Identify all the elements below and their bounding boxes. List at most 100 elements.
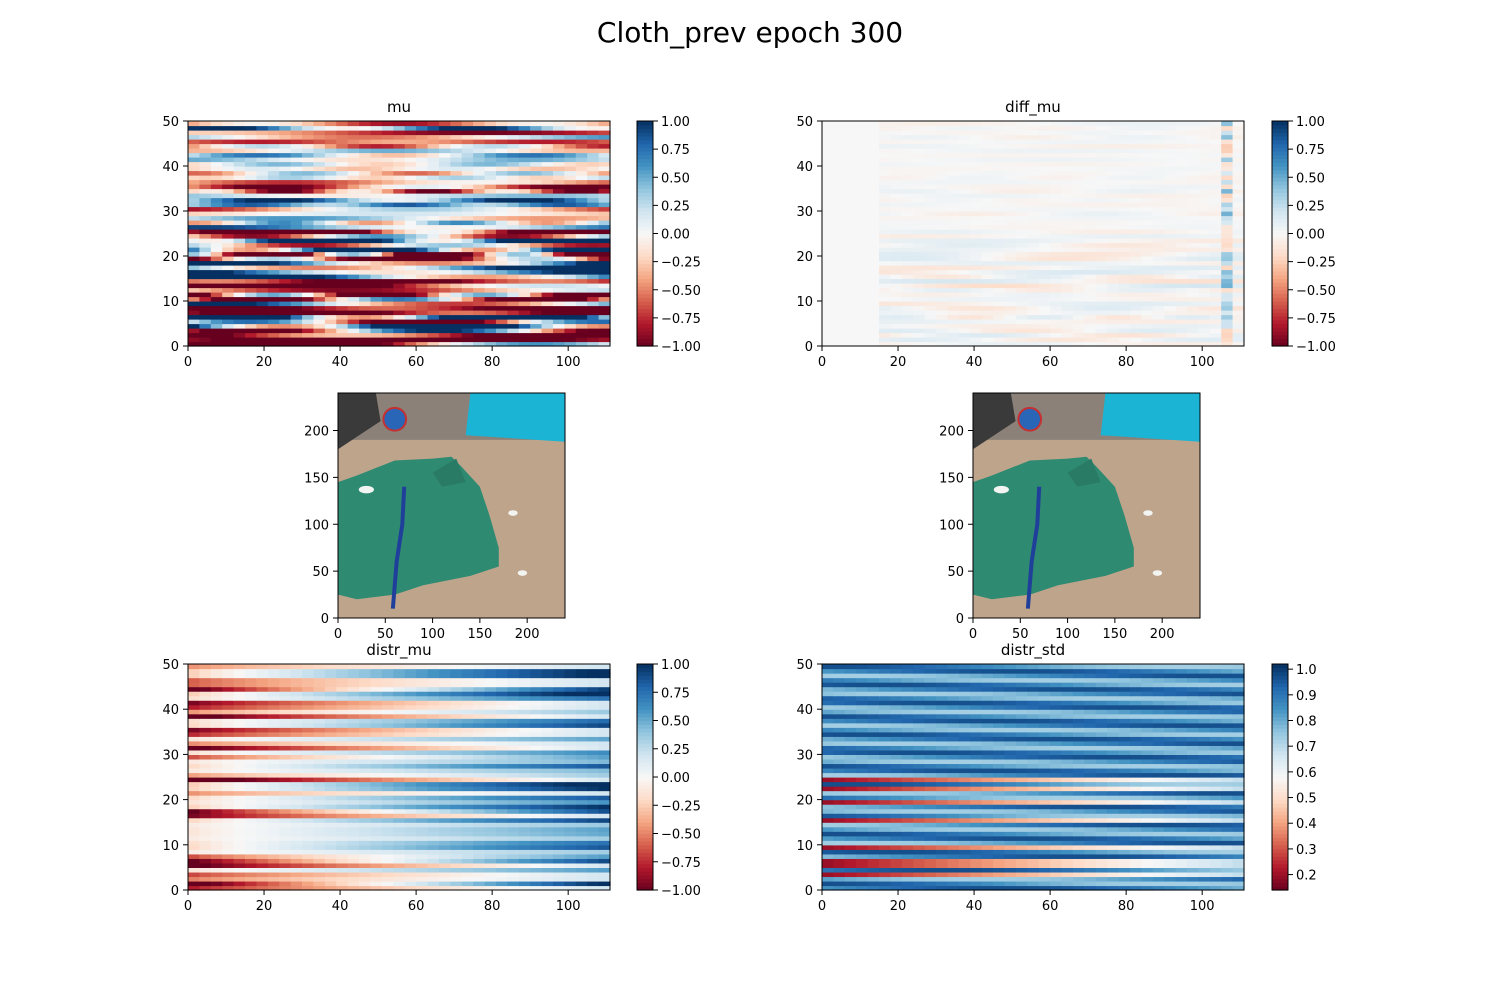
heatmap-cell xyxy=(1232,283,1245,289)
colorbar-tick-label: 0.50 xyxy=(661,171,690,186)
heatmap-cell xyxy=(416,341,429,347)
heatmap-cell xyxy=(370,202,383,208)
heatmap-cell xyxy=(530,179,543,185)
heatmap-cell xyxy=(302,323,315,329)
axes-frame xyxy=(972,392,1201,619)
heatmap-cell xyxy=(1175,202,1188,208)
colorbar-segment xyxy=(637,226,653,231)
heatmap-cell xyxy=(1141,224,1154,230)
colorbar-segment xyxy=(1272,177,1288,182)
heatmap-cell xyxy=(1232,229,1245,235)
heatmap-cell xyxy=(313,287,326,293)
heatmap-cell xyxy=(822,269,835,275)
heatmap-cell xyxy=(575,880,588,887)
heatmap-cell xyxy=(416,332,429,338)
heatmap-cell xyxy=(1072,179,1085,185)
heatmap-cell xyxy=(924,256,937,262)
heatmap-cell xyxy=(844,332,857,338)
heatmap-cell xyxy=(267,121,280,127)
heatmap-cell xyxy=(450,287,463,293)
heatmap-cell xyxy=(541,314,554,320)
heatmap-cell xyxy=(575,148,588,154)
heatmap-cell xyxy=(347,233,360,239)
heatmap-cell xyxy=(438,283,451,289)
heatmap-cell xyxy=(552,301,565,307)
heatmap-cell xyxy=(245,858,258,864)
heatmap-cell xyxy=(1050,332,1063,338)
heatmap-cell xyxy=(1198,179,1211,185)
heatmap-cell xyxy=(245,188,258,194)
heatmap-cell xyxy=(598,184,611,190)
heatmap-cell xyxy=(1175,247,1188,253)
heatmap-cell xyxy=(1027,220,1040,226)
heatmap-cell xyxy=(290,786,303,792)
heatmap-cell xyxy=(438,337,451,343)
heatmap-cell xyxy=(598,319,611,325)
heatmap-cell xyxy=(587,867,600,873)
heatmap-cell xyxy=(347,808,360,814)
heatmap-cell xyxy=(347,862,360,868)
heatmap-cell xyxy=(822,166,835,172)
heatmap-cell xyxy=(958,179,971,185)
heatmap-cell xyxy=(575,790,588,796)
x-tick-label: 50 xyxy=(1012,627,1029,642)
heatmap-cell xyxy=(1209,328,1222,334)
colorbar-segment xyxy=(637,338,653,343)
heatmap-cell xyxy=(438,287,451,293)
heatmap-cell xyxy=(473,184,486,190)
heatmap-cell xyxy=(495,871,508,878)
white-speck xyxy=(1152,570,1163,576)
heatmap-cell xyxy=(901,206,914,212)
heatmap-cell xyxy=(575,130,588,136)
heatmap-cell xyxy=(530,125,543,131)
heatmap-cell xyxy=(256,305,269,311)
heatmap-cell xyxy=(924,296,937,302)
heatmap-cell xyxy=(587,341,600,347)
heatmap-cell xyxy=(1175,278,1188,284)
heatmap-cell xyxy=(336,287,349,293)
heatmap-cell xyxy=(598,835,611,841)
heatmap-cell xyxy=(279,817,292,823)
heatmap-cell xyxy=(1050,238,1063,244)
colorbar-segment xyxy=(637,218,653,223)
heatmap-cell xyxy=(427,202,440,208)
heatmap-cell xyxy=(936,265,949,271)
heatmap-cell xyxy=(1152,175,1165,181)
heatmap-cell xyxy=(381,224,394,230)
heatmap-cell xyxy=(188,319,201,325)
heatmap-cell xyxy=(404,179,417,185)
heatmap-cell xyxy=(1209,148,1222,154)
colorbar-segment xyxy=(637,192,653,197)
heatmap-cell xyxy=(495,260,508,266)
heatmap-cell xyxy=(222,871,235,878)
heatmap-cell xyxy=(879,193,892,199)
heatmap-cell xyxy=(495,233,508,239)
heatmap-cell xyxy=(833,157,846,163)
heatmap-cell xyxy=(518,808,531,814)
heatmap-cell xyxy=(844,148,857,154)
heatmap-cell xyxy=(359,777,372,783)
heatmap-cell xyxy=(484,130,497,136)
heatmap-cell xyxy=(867,274,880,280)
heatmap-cell xyxy=(404,139,417,145)
heatmap-cell xyxy=(290,184,303,190)
heatmap-cell xyxy=(924,229,937,235)
heatmap-cell xyxy=(1152,139,1165,145)
colorbar-segment xyxy=(637,331,653,336)
heatmap-cell xyxy=(1061,121,1074,127)
heatmap-cell xyxy=(404,184,417,190)
heatmap-cell xyxy=(552,822,565,828)
heatmap-cell xyxy=(495,862,508,868)
heatmap-cell xyxy=(370,193,383,199)
heatmap-cell xyxy=(256,310,269,316)
heatmap-cell xyxy=(313,867,326,873)
heatmap-cell xyxy=(1027,148,1040,154)
heatmap-cell xyxy=(822,139,835,145)
heatmap-cell xyxy=(199,858,212,864)
heatmap-cell xyxy=(1129,170,1142,176)
heatmap-cell xyxy=(324,278,337,284)
heatmap-cell xyxy=(495,858,508,864)
heatmap-cell xyxy=(1038,305,1051,311)
heatmap-cell xyxy=(188,772,201,778)
